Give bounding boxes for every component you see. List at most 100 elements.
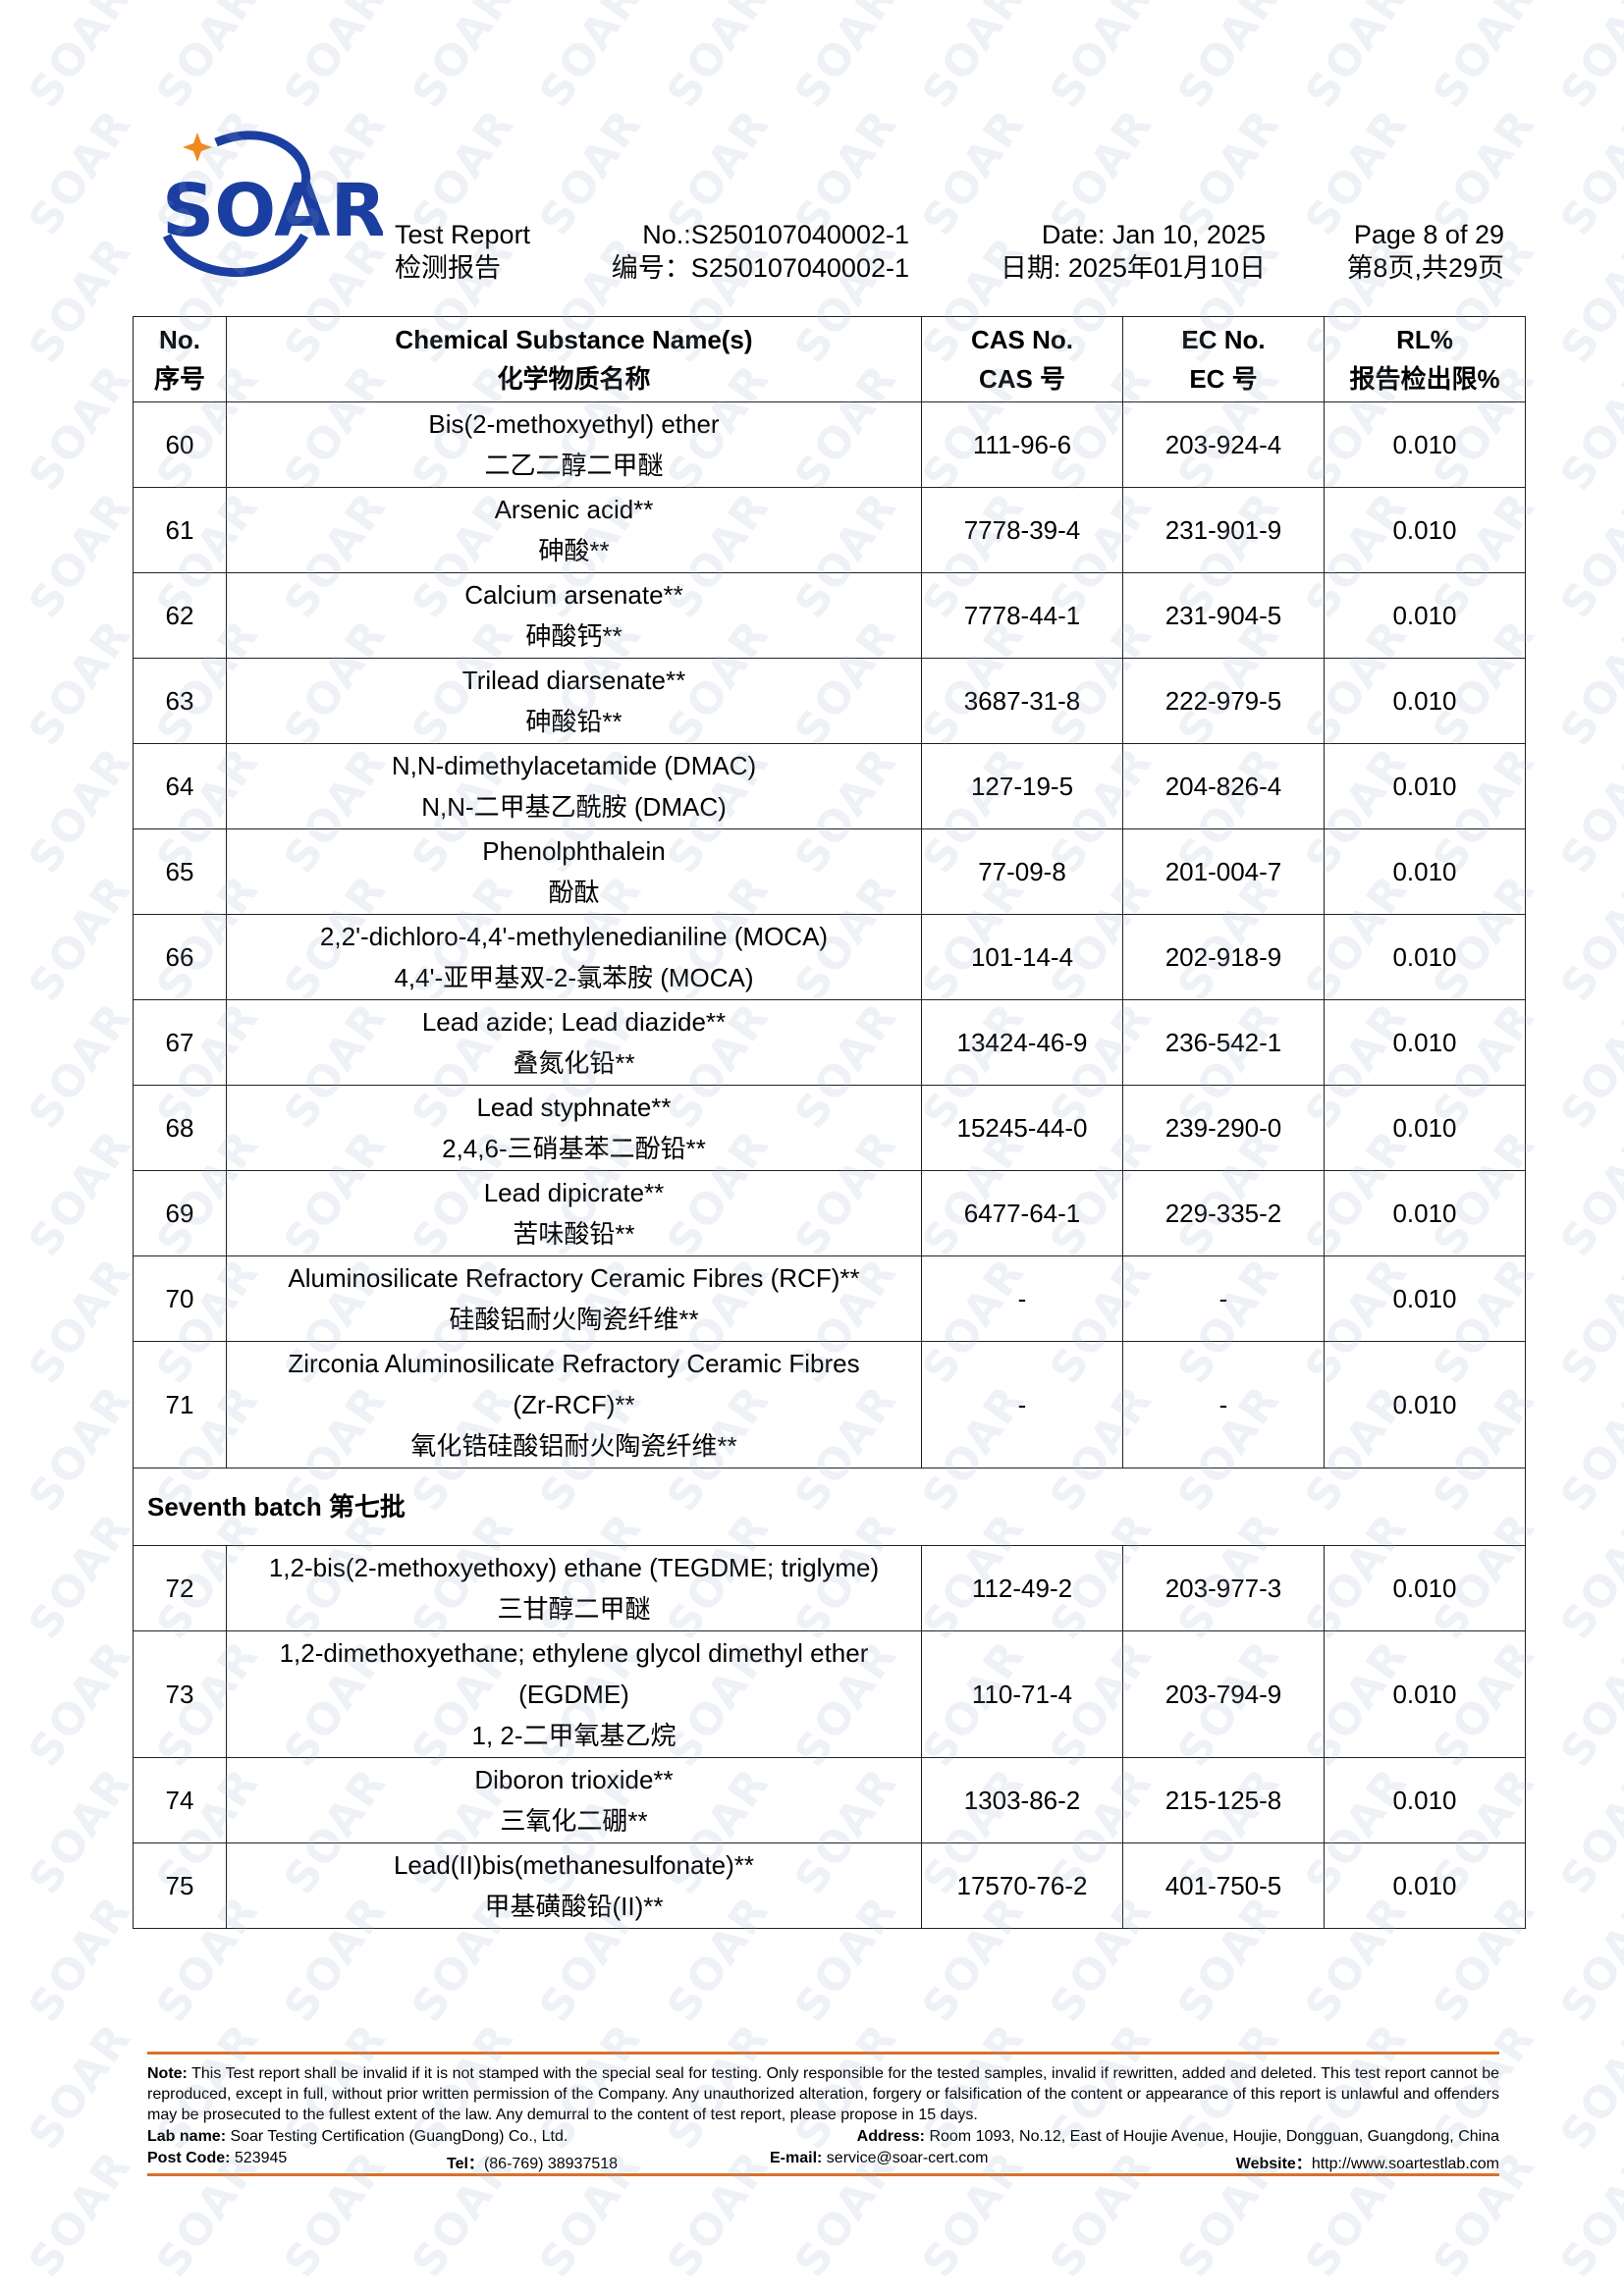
cas-number: 6477-64-1 — [921, 1170, 1123, 1256]
table-row: 73 1,2-dimethoxyethane; ethylene glycol d… — [133, 1630, 1526, 1758]
row-number: 63 — [133, 658, 227, 744]
substance-name-line: 1,2-bis(2-methoxyethoxy) ethane (TEGDME;… — [268, 1553, 880, 1582]
cas-number: - — [921, 1341, 1123, 1468]
watermark-text: SOAR — [19, 992, 142, 1139]
ec-number: 236-542-1 — [1122, 999, 1325, 1086]
substance-name-line: Lead azide; Lead diazide** — [421, 1007, 727, 1037]
cas-number: 127-19-5 — [921, 743, 1123, 829]
watermark-text: SOAR — [1550, 0, 1624, 118]
reporting-limit: 0.010 — [1324, 401, 1526, 488]
cas-number: 77-09-8 — [921, 828, 1123, 915]
substance-name-line: 1, 2-二甲氧基乙烷 — [471, 1721, 677, 1750]
ec-number: - — [1122, 1255, 1325, 1342]
post-value: 523945 — [230, 2150, 288, 2166]
column-header-en: EC No. — [1181, 325, 1266, 354]
email-label: E-mail: — [770, 2150, 823, 2166]
row-number: 70 — [133, 1255, 227, 1342]
watermark-text: SOAR — [19, 737, 142, 883]
row-number: 74 — [133, 1757, 227, 1843]
row-number: 61 — [133, 487, 227, 573]
reporting-limit: 0.010 — [1324, 1757, 1526, 1843]
table-row: 70 Aluminosilicate Refractory Ceramic Fib… — [133, 1255, 1526, 1342]
table-row: 69 Lead dipicrate** 苦味酸铅** 6477-64-1 229-335… — [133, 1170, 1526, 1256]
reporting-limit: 0.010 — [1324, 999, 1526, 1086]
post-code: Post Code: 523945 — [147, 2150, 287, 2167]
report-title: Test Report 检测报告 — [395, 218, 530, 285]
substance-name-line: 甲基磺酸铅(II)** — [484, 1892, 664, 1921]
column-header-en: CAS No. — [971, 325, 1073, 354]
email-link[interactable]: service@soar-cert.com — [822, 2150, 989, 2166]
page-number: Page 8 of 29 第8页,共29页 — [1346, 218, 1504, 285]
substance-name: Zirconia Aluminosilicate Refractory Cera… — [226, 1341, 922, 1468]
note-label: Note: — [147, 2065, 188, 2082]
substance-name-line: N,N-dimethylacetamide (DMAC) — [391, 751, 757, 780]
ec-number: 215-125-8 — [1122, 1757, 1325, 1843]
watermark-text: SOAR — [1295, 0, 1419, 118]
row-number: 65 — [133, 828, 227, 915]
column-header-cn: EC 号 — [1189, 364, 1258, 394]
reporting-limit: 0.010 — [1324, 1545, 1526, 1631]
website: Website：http://www.soartestlab.com — [1236, 2150, 1499, 2173]
number-en: No.:S250107040002-1 — [642, 220, 909, 249]
substance-name-line: 硅酸铝耐火陶瓷纤维** — [449, 1305, 699, 1334]
report-date: Date: Jan 10, 2025 日期: 2025年01月10日 — [1001, 218, 1266, 285]
substance-name-line: Aluminosilicate Refractory Ceramic Fibre… — [288, 1263, 860, 1293]
watermark-text: SOAR — [146, 0, 270, 118]
title-en: Test Report — [395, 220, 531, 249]
watermark-text: SOAR — [1550, 1758, 1624, 1904]
watermark-text: SOAR — [274, 2141, 398, 2287]
substance-name-line: 酚酞 — [548, 878, 600, 907]
ec-number: 229-335-2 — [1122, 1170, 1325, 1256]
website-link[interactable]: http://www.soartestlab.com — [1311, 2156, 1499, 2172]
substance-name-line: 1,2-dimethoxyethane; ethylene glycol dim… — [279, 1638, 869, 1668]
row-number: 73 — [133, 1630, 227, 1758]
ec-number: 204-826-4 — [1122, 743, 1325, 829]
substance-name-line: Trilead diarsenate** — [461, 666, 686, 695]
column-header: Chemical Substance Name(s) 化学物质名称 — [226, 316, 922, 402]
ec-number: 231-901-9 — [1122, 487, 1325, 573]
table-header: No. 序号 Chemical Substance Name(s) 化学物质名称 CAS… — [133, 316, 1526, 402]
substance-name-line: (EGDME) — [518, 1680, 629, 1709]
svg-text:SOAR: SOAR — [162, 169, 383, 253]
substance-name: Diboron trioxide** 三氧化二硼** — [226, 1757, 922, 1843]
reporting-limit: 0.010 — [1324, 1170, 1526, 1256]
cas-number: 1303-86-2 — [921, 1757, 1123, 1843]
ec-number: 203-924-4 — [1122, 401, 1325, 488]
row-number: 71 — [133, 1341, 227, 1468]
reporting-limit: 0.010 — [1324, 1085, 1526, 1171]
watermark-text: SOAR — [19, 1758, 142, 1904]
watermark-text: SOAR — [912, 0, 1036, 118]
address-value: Room 1093, No.12, East of Houjie Avenue,… — [925, 2128, 1499, 2145]
reporting-limit: 0.010 — [1324, 572, 1526, 659]
watermark-text: SOAR — [1550, 1630, 1624, 1777]
column-header-en: Chemical Substance Name(s) — [395, 325, 753, 354]
ec-number: 231-904-5 — [1122, 572, 1325, 659]
substance-name: Lead dipicrate** 苦味酸铅** — [226, 1170, 922, 1256]
cas-number: 17570-76-2 — [921, 1842, 1123, 1929]
row-number: 60 — [133, 401, 227, 488]
column-header-cn: 化学物质名称 — [497, 364, 651, 394]
batch-row: Seventh batch 第七批 — [133, 1468, 1526, 1546]
watermark-text: SOAR — [1550, 1886, 1624, 2032]
batch-label: Seventh batch 第七批 — [133, 1468, 1526, 1546]
table-row: 68 Lead styphnate** 2,4,6-三硝基苯二酚铅** 15245-4… — [133, 1085, 1526, 1171]
reporting-limit: 0.010 — [1324, 914, 1526, 1000]
substance-name: Lead azide; Lead diazide** 叠氮化铅** — [226, 999, 922, 1086]
column-header-cn: 序号 — [153, 364, 205, 394]
tel-label: Tel： — [447, 2156, 484, 2172]
substance-name: Bis(2-methoxyethyl) ether 二乙二醇二甲醚 — [226, 401, 922, 488]
watermark-text: SOAR — [19, 482, 142, 628]
watermark-text: SOAR — [1550, 737, 1624, 883]
tel-value: (86-769) 38937518 — [483, 2156, 619, 2172]
column-header: No. 序号 — [133, 316, 227, 402]
post-label: Post Code: — [147, 2150, 231, 2166]
watermark-text: SOAR — [1550, 992, 1624, 1139]
reporting-limit: 0.010 — [1324, 1630, 1526, 1758]
report-number: No.:S250107040002-1 编号：S250107040002-1 — [612, 218, 909, 285]
page-en: Page 8 of 29 — [1353, 220, 1504, 249]
ec-number: - — [1122, 1341, 1325, 1468]
table-row: 61 Arsenic acid** 砷酸** 7778-39-4 231-901-9 0.… — [133, 487, 1526, 573]
column-header-cn: CAS 号 — [978, 364, 1066, 394]
table-row: 64 N,N-dimethylacetamide (DMAC) N,N-二甲基乙酰胺… — [133, 743, 1526, 829]
watermark-text: SOAR — [402, 0, 525, 118]
